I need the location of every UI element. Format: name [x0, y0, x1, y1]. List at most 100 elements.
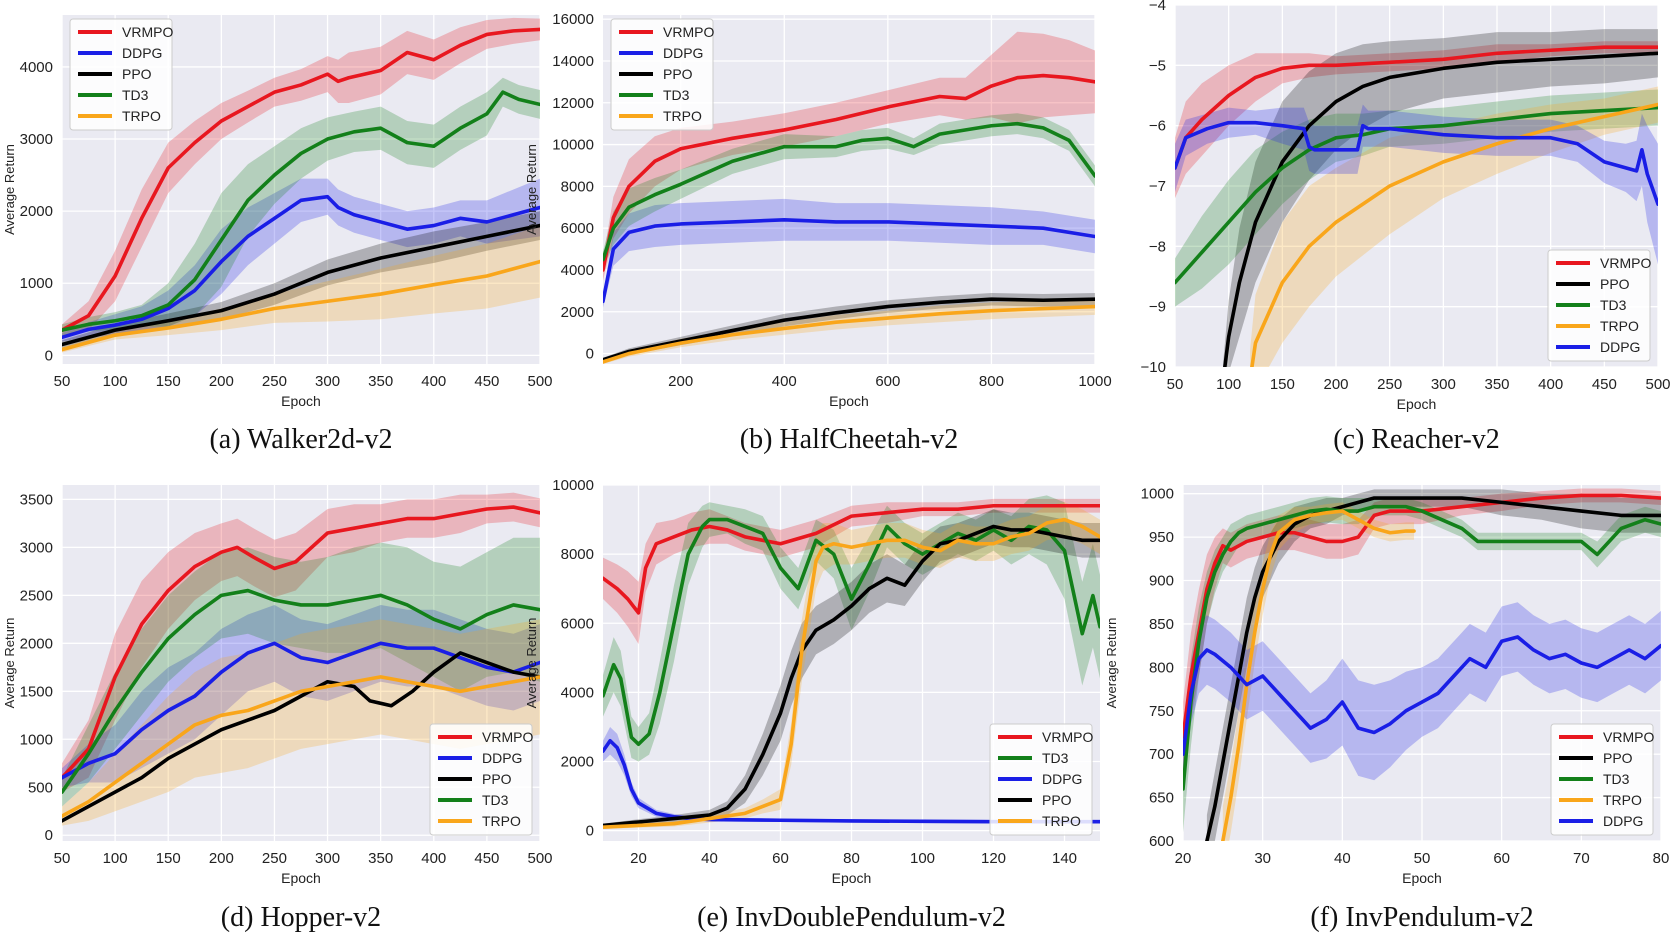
x-tick-label: 140 — [1052, 850, 1077, 867]
series-line-ddpg — [62, 641, 540, 780]
x-tick-label: 450 — [1592, 376, 1617, 393]
series-line-trpo — [62, 259, 540, 352]
y-tick-label: 2000 — [561, 304, 594, 321]
subfigure-caption: (d) Hopper-v2 — [221, 902, 381, 933]
legend-box — [1547, 249, 1651, 362]
x-tick-label: 100 — [1216, 376, 1241, 393]
x-tick-label: 400 — [772, 373, 797, 390]
y-tick-label: 2000 — [561, 754, 594, 771]
plot-area — [603, 31, 1095, 364]
y-tick-label: −4 — [1149, 0, 1166, 14]
legend-label-ddpg: DDPG — [663, 45, 703, 61]
x-tick-label: 500 — [527, 850, 552, 867]
y-tick-label: −6 — [1149, 118, 1166, 135]
legend-label-ppo: PPO — [663, 66, 693, 82]
band-td3 — [62, 77, 540, 336]
legend-label-trpo: TRPO — [122, 108, 161, 124]
legend-label-trpo: TRPO — [1042, 813, 1081, 829]
band-trpo — [603, 298, 1095, 364]
y-tick-label: 500 — [28, 779, 53, 796]
band-td3 — [62, 537, 540, 807]
series-line-vrmpo — [1175, 45, 1658, 170]
x-tick-label: 200 — [209, 373, 234, 390]
legend: VRMPO PPO TD3 TRPO DDPG — [1550, 723, 1654, 836]
x-tick-label: 20 — [630, 850, 647, 867]
x-tick-label: 50 — [1414, 850, 1431, 867]
series-line-td3 — [603, 121, 1095, 262]
legend-label-ppo: PPO — [122, 66, 152, 82]
y-tick-label: 2000 — [20, 203, 53, 220]
legend-label-trpo: TRPO — [482, 813, 521, 829]
y-tick-label: 2500 — [20, 587, 53, 604]
legend-label-td3: TD3 — [482, 792, 509, 808]
band-trpo — [1222, 502, 1415, 841]
legend-label-td3: TD3 — [663, 87, 690, 103]
x-axis-label: Epoch — [829, 393, 869, 409]
y-tick-label: 750 — [1149, 703, 1174, 720]
y-tick-label: 0 — [586, 346, 594, 363]
y-tick-label: 12000 — [552, 95, 594, 112]
band-ppo — [1223, 29, 1658, 367]
y-tick-label: −8 — [1149, 238, 1166, 255]
legend-label-ddpg: DDPG — [482, 750, 522, 766]
x-tick-label: 250 — [262, 373, 287, 390]
x-tick-label: 500 — [1645, 376, 1670, 393]
legend-label-td3: TD3 — [1042, 750, 1069, 766]
plot-area — [62, 492, 540, 826]
series-line-ddpg — [603, 218, 1095, 304]
subfigure-caption: (e) InvDoublePendulum-v2 — [697, 902, 1006, 933]
y-tick-label: 0 — [45, 827, 53, 844]
series-line-ddpg — [1183, 635, 1661, 756]
y-tick-label: 3000 — [20, 131, 53, 148]
series-line-vrmpo — [603, 73, 1095, 272]
legend-box — [989, 723, 1093, 836]
x-tick-label: 400 — [421, 373, 446, 390]
x-tick-label: 450 — [474, 850, 499, 867]
legend-label-td3: TD3 — [122, 87, 149, 103]
legend-label-vrmpo: VRMPO — [663, 24, 714, 40]
x-axis-label: Epoch — [832, 870, 872, 886]
series-line-ppo — [62, 223, 540, 347]
chart-panel-6: 20 30 40 50 60 70 80 600 650 700 750 800 850 900 950 10… — [1104, 485, 1669, 933]
band-ppo — [1206, 489, 1661, 841]
y-tick-label: 16000 — [552, 11, 594, 28]
x-tick-label: 60 — [1493, 850, 1510, 867]
series-line-trpo — [603, 304, 1095, 364]
y-tick-label: 10000 — [552, 477, 594, 494]
legend-label-trpo: TRPO — [1600, 318, 1639, 334]
x-axis-label: Epoch — [1402, 870, 1442, 886]
y-tick-label: 2000 — [20, 635, 53, 652]
legend-box — [69, 18, 173, 131]
legend: VRMPO DDPG PPO TD3 TRPO — [429, 723, 533, 836]
x-axis-label: Epoch — [1397, 396, 1437, 412]
legend-label-vrmpo: VRMPO — [482, 729, 533, 745]
plot-area — [603, 495, 1100, 829]
legend-box — [429, 723, 533, 836]
legend: VRMPO DDPG PPO TD3 TRPO — [610, 18, 714, 131]
x-tick-label: 30 — [1254, 850, 1271, 867]
x-tick-label: 70 — [1573, 850, 1590, 867]
y-tick-label: 1500 — [20, 683, 53, 700]
band-trpo — [62, 225, 540, 353]
x-tick-label: 80 — [843, 850, 860, 867]
band-trpo — [62, 619, 540, 826]
x-tick-label: 300 — [315, 373, 340, 390]
legend-label-ddpg: DDPG — [1600, 339, 1640, 355]
x-tick-label: 350 — [1484, 376, 1509, 393]
band-ppo — [603, 509, 1100, 828]
x-axis-label: Epoch — [281, 870, 321, 886]
x-tick-label: 350 — [368, 850, 393, 867]
x-tick-label: 200 — [668, 373, 693, 390]
x-tick-label: 60 — [772, 850, 789, 867]
y-tick-label: 0 — [586, 823, 594, 840]
legend-label-vrmpo: VRMPO — [1042, 729, 1093, 745]
legend-box — [1550, 723, 1654, 836]
x-tick-label: 250 — [262, 850, 287, 867]
y-tick-label: −7 — [1149, 178, 1166, 195]
y-tick-label: 8000 — [561, 178, 594, 195]
x-tick-label: 500 — [527, 373, 552, 390]
y-tick-label: 3000 — [20, 539, 53, 556]
x-tick-label: 50 — [1167, 376, 1184, 393]
